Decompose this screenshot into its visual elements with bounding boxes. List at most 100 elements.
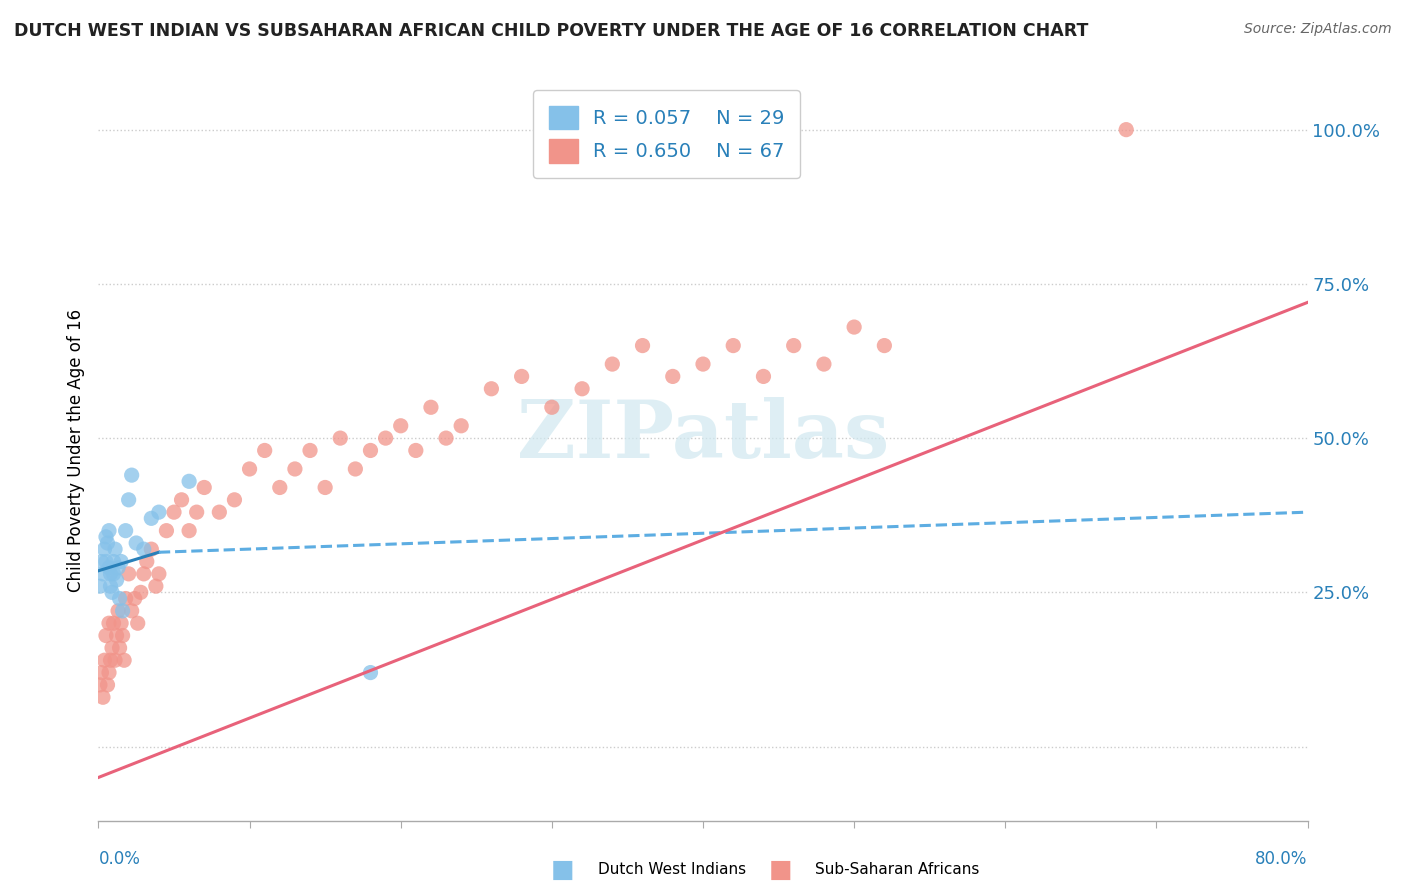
Point <box>105 573 128 587</box>
Point <box>540 401 562 415</box>
Point <box>124 591 146 606</box>
Point <box>100 653 122 667</box>
Point <box>163 505 186 519</box>
Point <box>360 443 382 458</box>
Point <box>100 579 122 593</box>
Point <box>145 579 167 593</box>
Point <box>89 678 111 692</box>
Text: 80.0%: 80.0% <box>1256 850 1308 868</box>
Point <box>125 536 148 550</box>
Point <box>94 629 117 643</box>
Point <box>374 431 396 445</box>
Point <box>481 382 503 396</box>
Point <box>121 604 143 618</box>
Point <box>121 468 143 483</box>
Point <box>132 542 155 557</box>
Point <box>129 585 152 599</box>
Point <box>186 505 208 519</box>
Point <box>93 653 115 667</box>
Point <box>208 505 231 519</box>
Point <box>661 369 683 384</box>
Point <box>389 418 412 433</box>
Point <box>98 665 121 680</box>
Point <box>224 492 246 507</box>
Point <box>105 629 128 643</box>
Point <box>193 481 215 495</box>
Point <box>108 640 131 655</box>
Point <box>100 566 122 581</box>
Legend: R = 0.057    N = 29, R = 0.650    N = 67: R = 0.057 N = 29, R = 0.650 N = 67 <box>533 90 800 178</box>
Text: ■: ■ <box>551 858 574 881</box>
Point <box>94 555 117 569</box>
Point <box>360 665 382 680</box>
Point <box>98 616 121 631</box>
Point <box>96 536 118 550</box>
Point <box>631 338 654 352</box>
Text: ■: ■ <box>769 858 792 881</box>
Point <box>103 616 125 631</box>
Point <box>96 678 118 692</box>
Point <box>110 555 132 569</box>
Point <box>132 566 155 581</box>
Point <box>314 481 336 495</box>
Text: Dutch West Indians: Dutch West Indians <box>598 863 745 877</box>
Y-axis label: Child Poverty Under the Age of 16: Child Poverty Under the Age of 16 <box>66 309 84 592</box>
Point <box>90 555 112 569</box>
Point <box>90 665 112 680</box>
Point <box>110 616 132 631</box>
Point <box>103 555 125 569</box>
Point <box>571 382 593 396</box>
Point <box>844 320 866 334</box>
Point <box>873 338 896 352</box>
Point <box>602 357 624 371</box>
Point <box>107 604 129 618</box>
Point <box>434 431 457 445</box>
Point <box>118 492 141 507</box>
Point <box>107 560 129 574</box>
Point <box>103 566 125 581</box>
Point <box>135 555 157 569</box>
Point <box>114 524 136 538</box>
Point <box>91 690 114 705</box>
Point <box>114 591 136 606</box>
Point <box>155 524 177 538</box>
Text: 0.0%: 0.0% <box>98 850 141 868</box>
Point <box>752 369 775 384</box>
Text: Source: ZipAtlas.com: Source: ZipAtlas.com <box>1244 22 1392 37</box>
Point <box>179 524 201 538</box>
Point <box>101 640 124 655</box>
Point <box>253 443 276 458</box>
Point <box>104 653 127 667</box>
Point <box>111 604 134 618</box>
Point <box>104 542 127 557</box>
Point <box>93 542 115 557</box>
Point <box>148 566 170 581</box>
Point <box>329 431 352 445</box>
Text: Sub-Saharan Africans: Sub-Saharan Africans <box>815 863 980 877</box>
Point <box>692 357 714 371</box>
Point <box>127 616 149 631</box>
Point <box>170 492 193 507</box>
Point <box>299 443 322 458</box>
Point <box>108 591 131 606</box>
Point <box>1115 122 1137 136</box>
Text: DUTCH WEST INDIAN VS SUBSAHARAN AFRICAN CHILD POVERTY UNDER THE AGE OF 16 CORREL: DUTCH WEST INDIAN VS SUBSAHARAN AFRICAN … <box>14 22 1088 40</box>
Point <box>405 443 427 458</box>
Point <box>94 530 117 544</box>
Point <box>344 462 367 476</box>
Point <box>510 369 533 384</box>
Point <box>91 566 114 581</box>
Point <box>783 338 806 352</box>
Point <box>111 629 134 643</box>
Point <box>141 542 163 557</box>
Point <box>450 418 472 433</box>
Point <box>89 579 111 593</box>
Point <box>112 653 135 667</box>
Point <box>101 585 124 599</box>
Point <box>141 511 163 525</box>
Point <box>723 338 745 352</box>
Point <box>813 357 835 371</box>
Point <box>239 462 262 476</box>
Point <box>179 475 201 489</box>
Point <box>420 401 443 415</box>
